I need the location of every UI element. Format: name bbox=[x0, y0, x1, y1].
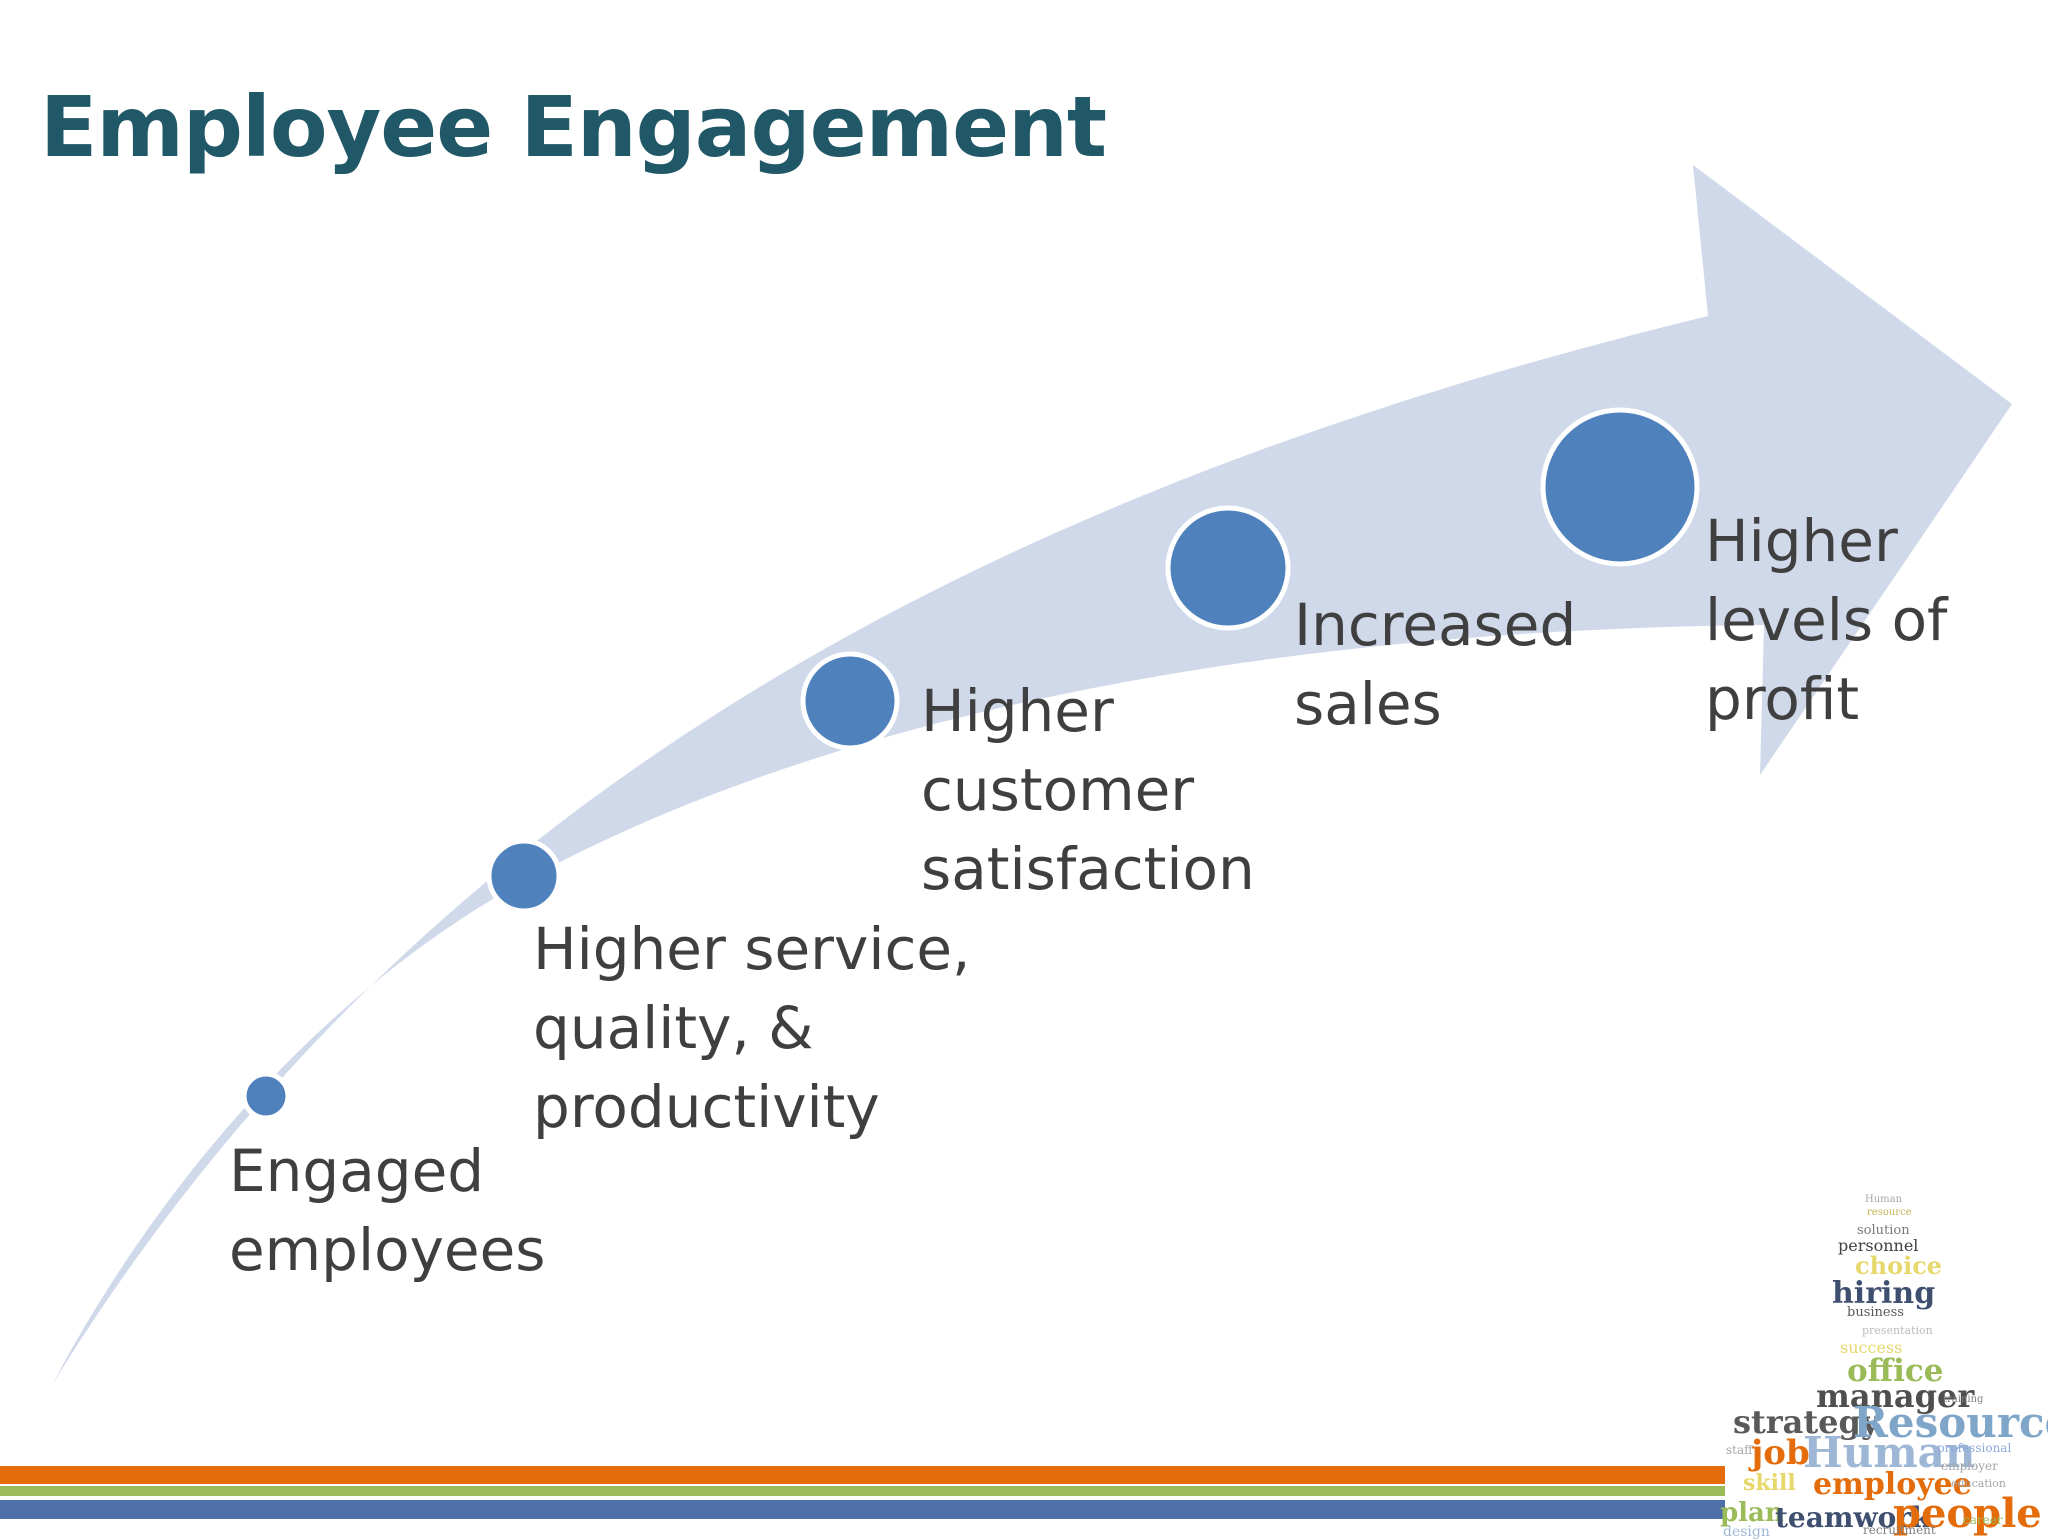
word-cloud-word: education bbox=[1951, 1477, 2006, 1490]
word-cloud-word: office bbox=[1847, 1353, 1944, 1389]
word-cloud-word: presentation bbox=[1862, 1324, 1933, 1337]
step-label-1: Engaged employees bbox=[229, 1132, 546, 1290]
footer-stripe-green bbox=[0, 1486, 1725, 1496]
word-cloud-word: personnel bbox=[1838, 1236, 1919, 1255]
step-label-5: Higher levels of profit bbox=[1705, 502, 1947, 739]
word-cloud-word: training bbox=[1943, 1394, 1984, 1405]
footer-stripe-orange bbox=[0, 1466, 1725, 1484]
slide-title: Employee Engagement bbox=[40, 78, 1107, 176]
word-cloud-word: manager bbox=[1816, 1377, 1975, 1415]
curved-arrow bbox=[52, 165, 2012, 1385]
step-label-5-line-3: profit bbox=[1705, 665, 1860, 733]
word-cloud-word: hiring bbox=[1832, 1276, 1936, 1311]
word-cloud-word: design bbox=[1723, 1524, 1770, 1540]
step-label-2-line-2: quality, & bbox=[533, 994, 814, 1062]
word-cloud-word: career bbox=[1963, 1513, 2003, 1527]
step-circle-2 bbox=[486, 838, 562, 914]
word-cloud-word: professional bbox=[1937, 1441, 2012, 1455]
step-label-5-line-2: levels of bbox=[1705, 586, 1948, 654]
word-cloud-word: business bbox=[1847, 1305, 1904, 1320]
step-circle-1 bbox=[241, 1071, 291, 1121]
step-circle-4 bbox=[1165, 505, 1291, 631]
step-label-2: Higher service, quality, & productivity bbox=[533, 910, 970, 1147]
word-cloud-word: job bbox=[1751, 1433, 1810, 1473]
word-cloud-word: people bbox=[1893, 1490, 2042, 1537]
step-label-3-line-3: satisfaction bbox=[921, 835, 1255, 903]
step-label-3-line-2: customer bbox=[921, 756, 1195, 824]
word-cloud-word: solution bbox=[1857, 1223, 1910, 1238]
word-cloud-word: employer bbox=[1941, 1459, 1998, 1473]
step-label-4-line-1: Increased bbox=[1294, 591, 1577, 659]
step-label-3: Higher customer satisfaction bbox=[921, 672, 1255, 909]
hr-word-cloud-person-image: Human resource solution personnel choice hiri… bbox=[1715, 1180, 2048, 1540]
word-cloud-word: strategy bbox=[1733, 1403, 1880, 1441]
word-cloud-word: skill bbox=[1743, 1470, 1796, 1496]
step-label-4: Increased sales bbox=[1294, 586, 1576, 744]
word-cloud-word: Human bbox=[1803, 1428, 1976, 1477]
step-label-4-line-2: sales bbox=[1294, 670, 1442, 738]
step-label-5-line-1: Higher bbox=[1705, 507, 1898, 575]
word-cloud-word: Human bbox=[1865, 1194, 1903, 1205]
word-cloud-word: recruitment bbox=[1863, 1523, 1936, 1537]
step-label-2-line-3: productivity bbox=[533, 1073, 880, 1141]
word-cloud-word: staff bbox=[1726, 1443, 1753, 1457]
word-cloud-word: choice bbox=[1855, 1251, 1943, 1280]
step-circle-5 bbox=[1540, 407, 1700, 567]
word-cloud-word: success bbox=[1840, 1338, 1903, 1357]
word-cloud-word: plan bbox=[1720, 1498, 1784, 1528]
word-cloud-word: Resource bbox=[1853, 1398, 2048, 1447]
step-label-3-line-1: Higher bbox=[921, 677, 1114, 745]
step-label-1-line-1: Engaged bbox=[229, 1137, 485, 1205]
step-label-2-line-1: Higher service, bbox=[533, 915, 971, 983]
word-cloud-word: employee bbox=[1813, 1467, 1972, 1502]
word-cloud-word: teamwork bbox=[1775, 1501, 1931, 1534]
step-label-1-line-2: employees bbox=[229, 1216, 546, 1284]
footer-stripe-blue bbox=[0, 1500, 1725, 1519]
word-cloud-word: resource bbox=[1867, 1207, 1912, 1218]
step-circle-3 bbox=[800, 651, 900, 751]
